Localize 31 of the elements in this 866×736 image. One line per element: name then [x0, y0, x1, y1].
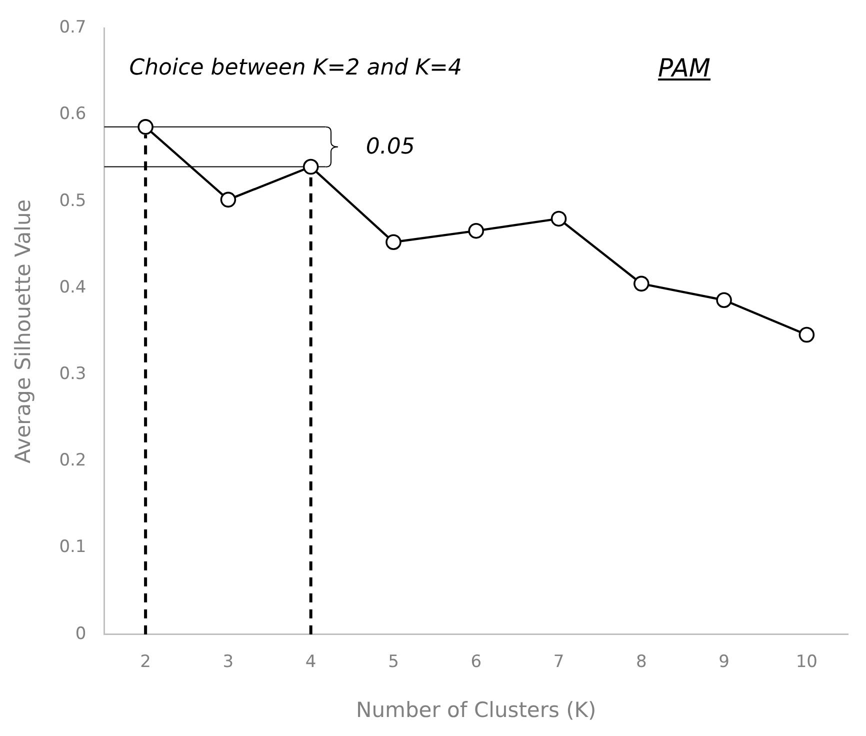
y-tick-label: 0.2 [59, 450, 86, 471]
y-tick-label: 0.3 [59, 364, 86, 384]
annotation: 0.05 [366, 134, 415, 160]
y-tick-label: 0.4 [59, 277, 86, 298]
point [220, 192, 236, 208]
y-tick-label: 0.7 [59, 18, 86, 38]
point [138, 119, 154, 135]
x-axis-title: Number of Clusters (K) [356, 698, 596, 722]
point [634, 276, 650, 292]
x-tick-label: 3 [222, 652, 234, 672]
x-tick-label: 8 [636, 652, 647, 672]
point [550, 210, 567, 227]
x-tick-label: 6 [470, 652, 482, 672]
x-tick-label: 7 [553, 652, 564, 672]
x-tick-label: 9 [718, 652, 730, 672]
annotation: Choice between K=2 and K=4 [129, 56, 462, 81]
y-tick-label: 0.1 [59, 537, 86, 558]
point [386, 234, 402, 250]
y-tick-label: 0.5 [59, 190, 86, 211]
y-tick-label: 0.6 [59, 104, 86, 124]
y-tick-label: 0 [75, 624, 86, 644]
point [468, 222, 484, 239]
x-tick-label: 5 [388, 652, 399, 672]
x-tick-label: 2 [140, 652, 151, 672]
x-tick-label: 4 [305, 652, 316, 672]
annotation: PAM [658, 54, 711, 83]
point [302, 158, 319, 175]
x-tick-label: 10 [796, 652, 818, 672]
y-axis-title: Average Silhouette Value [11, 199, 36, 464]
point [798, 326, 815, 343]
point [716, 292, 732, 308]
